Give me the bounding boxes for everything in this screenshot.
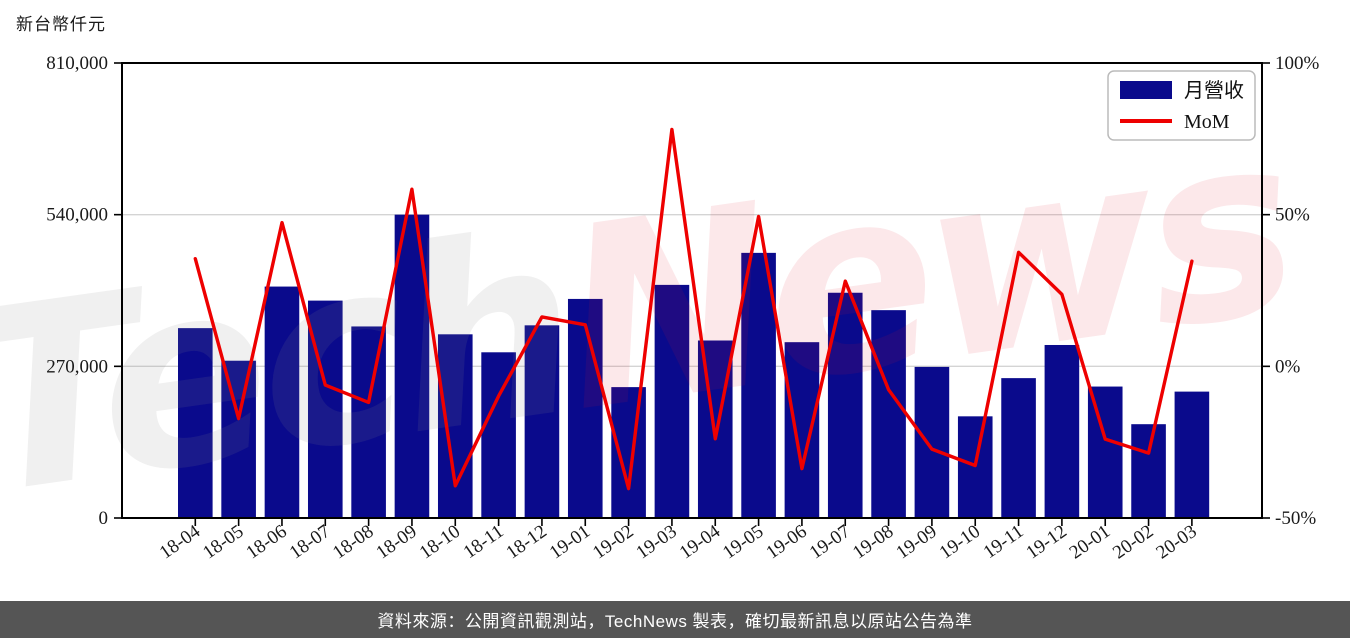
source-footer: 資料來源：公開資訊觀測站，TechNews 製表，確切最新訊息以原站公告為準 — [0, 601, 1350, 638]
revenue-bar-18-04 — [178, 328, 213, 518]
revenue-bar-20-03 — [1174, 391, 1210, 518]
revenue-bar-19-06 — [784, 342, 820, 518]
y-left-label: 810,000 — [46, 53, 108, 74]
legend-bar-label: 月營收 — [1184, 79, 1244, 102]
y-right-label: 50% — [1275, 205, 1310, 226]
revenue-bar-19-05 — [741, 252, 776, 518]
revenue-bar-20-01 — [1087, 386, 1123, 518]
legend: 月營收 MoM — [1107, 70, 1256, 141]
x-label-19-05: 19-05 — [719, 521, 767, 564]
revenue-bar-19-12 — [1044, 344, 1080, 518]
mom-polyline — [193, 127, 1194, 491]
y-right-label: 100% — [1275, 53, 1320, 74]
revenue-bar-18-12 — [524, 325, 560, 518]
x-label-18-07: 18-07 — [286, 521, 334, 564]
revenue-bar-18-06 — [264, 286, 300, 518]
source-footer-text: 資料來源：公開資訊觀測站，TechNews 製表，確切最新訊息以原站公告為準 — [377, 612, 973, 631]
y-left-label: 0 — [99, 508, 109, 529]
revenue-bar-18-11 — [481, 352, 516, 518]
y-axis-unit-label: 新台幣仟元 — [16, 15, 106, 34]
revenue-bars — [178, 214, 1210, 518]
x-label-19-07: 19-07 — [806, 521, 854, 564]
y-left-label: 270,000 — [46, 356, 108, 377]
x-label-18-09: 18-09 — [372, 521, 420, 564]
x-label-19-10: 19-10 — [936, 521, 984, 564]
x-label-20-02: 20-02 — [1109, 521, 1157, 564]
revenue-bar-18-05 — [221, 360, 256, 518]
x-label-19-11: 19-11 — [980, 521, 1028, 563]
x-label-18-08: 18-08 — [329, 521, 377, 564]
x-label-18-10: 18-10 — [416, 521, 464, 564]
x-label-18-06: 18-06 — [242, 521, 290, 564]
legend-bar-swatch — [1120, 81, 1172, 99]
revenue-bar-20-02 — [1131, 424, 1166, 518]
x-label-18-04: 18-04 — [156, 521, 205, 564]
y-axis-labels-left: 0 270,000 540,000 810,000 — [46, 53, 108, 529]
plot-border — [121, 62, 1263, 519]
mom-line — [193, 127, 1194, 491]
x-label-18-05: 18-05 — [199, 521, 247, 564]
y-right-label: 0% — [1275, 356, 1301, 377]
revenue-bar-19-08 — [871, 310, 906, 518]
revenue-bar-18-08 — [351, 326, 386, 518]
x-axis-labels: 18-0418-0518-0618-0718-0818-0918-1018-11… — [156, 521, 1201, 564]
x-label-19-09: 19-09 — [892, 521, 940, 564]
x-label-19-01: 19-01 — [546, 521, 594, 564]
y-axis-labels-right: -50% 0% 50% 100% — [1275, 53, 1320, 529]
legend-line-label: MoM — [1184, 111, 1230, 133]
revenue-bar-19-03 — [654, 284, 690, 518]
y-right-label: -50% — [1275, 508, 1316, 529]
axes-and-ticks — [114, 62, 1270, 526]
revenue-bar-19-09 — [914, 366, 950, 518]
x-label-19-02: 19-02 — [589, 521, 637, 564]
x-label-19-04: 19-04 — [676, 521, 725, 564]
revenue-bar-19-02 — [611, 387, 646, 518]
x-label-20-01: 20-01 — [1066, 521, 1114, 564]
x-label-18-12: 18-12 — [502, 521, 550, 564]
x-label-19-12: 19-12 — [1022, 521, 1070, 564]
revenue-bar-19-11 — [1001, 378, 1036, 518]
y-left-label: 540,000 — [46, 205, 108, 226]
x-label-19-08: 19-08 — [849, 521, 897, 564]
x-label-19-03: 19-03 — [632, 521, 680, 564]
revenue-bar-19-01 — [567, 298, 603, 518]
x-label-19-06: 19-06 — [762, 521, 810, 564]
x-label-18-11: 18-11 — [460, 521, 508, 563]
x-label-20-03: 20-03 — [1152, 521, 1200, 564]
